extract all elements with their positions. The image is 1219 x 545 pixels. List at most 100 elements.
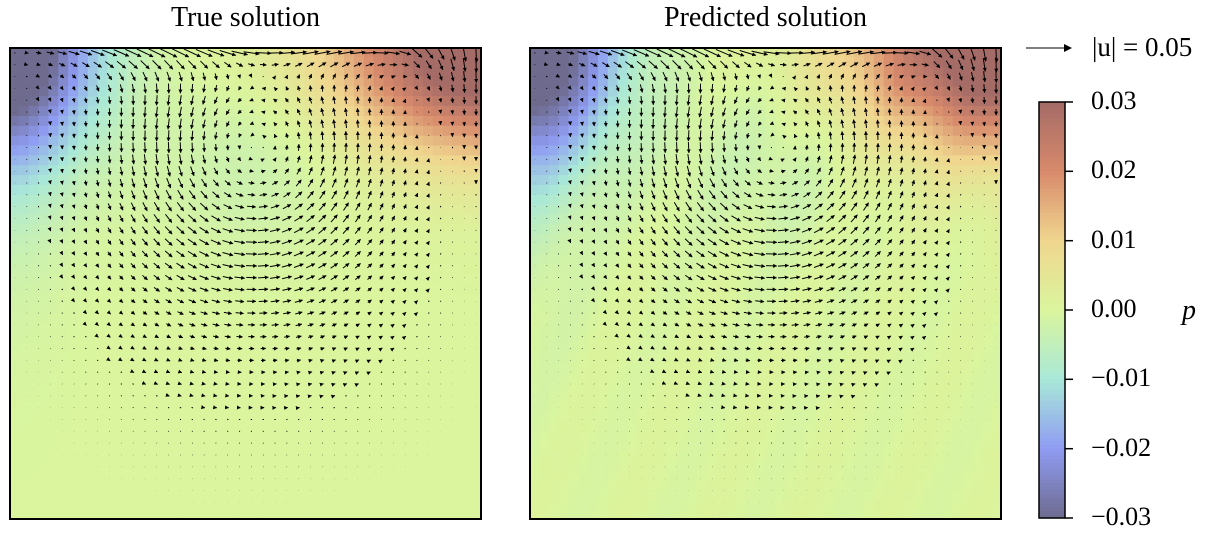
pressure-cell — [422, 490, 434, 501]
velocity-arrow — [320, 347, 325, 351]
pressure-cell — [225, 372, 237, 383]
pressure-cell — [442, 362, 454, 373]
pressure-cell — [962, 66, 974, 78]
pressure-cell — [68, 480, 79, 492]
pressure-cell — [186, 352, 197, 363]
pressure-cell — [903, 96, 914, 107]
pressure-cell — [442, 253, 454, 265]
pressure-cell — [107, 47, 118, 58]
pressure-cell — [324, 76, 335, 88]
pressure-cell — [403, 145, 414, 156]
pressure-cell — [568, 214, 579, 225]
velocity-arrow — [379, 251, 384, 257]
pressure-cell — [422, 352, 434, 363]
pressure-cell — [942, 135, 954, 147]
pressure-cell — [755, 214, 767, 225]
pressure-cell — [215, 194, 227, 206]
pressure-cell — [235, 135, 247, 147]
pressure-cell — [117, 184, 128, 196]
pressure-cell — [117, 155, 128, 166]
pressure-cell — [107, 204, 118, 216]
pressure-cell — [952, 184, 964, 196]
pressure-cell — [353, 56, 365, 68]
pressure-cell — [206, 96, 217, 107]
pressure-cell — [353, 451, 365, 462]
velocity-arrow — [96, 347, 99, 350]
pressure-cell — [275, 303, 286, 314]
pressure-cell — [9, 382, 20, 393]
pressure-cell — [607, 234, 619, 245]
pressure-cell — [146, 175, 158, 186]
pressure-cell — [166, 480, 178, 492]
velocity-arrow — [188, 214, 197, 223]
pressure-cell — [334, 313, 345, 324]
pressure-cell — [883, 76, 895, 88]
pressure-cell — [196, 86, 207, 97]
pressure-cell — [48, 500, 59, 511]
pressure-cell — [607, 155, 619, 166]
velocity-arrow — [367, 263, 373, 269]
pressure-cell — [77, 244, 89, 255]
pressure-cell — [58, 313, 69, 324]
velocity-arrow — [402, 168, 407, 174]
pressure-cell — [686, 253, 698, 265]
pressure-cell — [775, 224, 786, 235]
pressure-cell — [97, 411, 109, 423]
pressure-cell — [363, 322, 375, 334]
pressure-cell — [215, 47, 227, 58]
velocity-arrow — [439, 241, 442, 243]
pressure-cell — [472, 441, 482, 452]
pressure-cell — [804, 115, 816, 127]
pressure-cell — [28, 214, 40, 225]
pressure-cell — [206, 490, 217, 501]
pressure-cell — [58, 411, 69, 423]
velocity-arrow — [177, 190, 184, 200]
pressure-cell — [18, 145, 30, 156]
pressure-cell — [77, 490, 89, 501]
pressure-cell — [186, 431, 197, 442]
pressure-cell — [275, 332, 286, 344]
velocity-arrow — [176, 287, 185, 292]
pressure-cell — [68, 313, 79, 324]
pressure-cell — [9, 490, 20, 501]
velocity-arrow — [222, 240, 234, 245]
pressure-cell — [18, 372, 30, 383]
pressure-cell — [324, 253, 335, 265]
pressure-cell — [166, 86, 178, 97]
pressure-cell — [255, 391, 266, 403]
velocity-arrow — [130, 214, 136, 223]
pressure-cell — [137, 431, 148, 442]
pressure-cell — [166, 47, 178, 58]
velocity-arrow — [222, 275, 234, 280]
velocity-arrow — [414, 216, 419, 222]
velocity-arrow — [355, 323, 360, 328]
pressure-cell — [28, 283, 40, 294]
velocity-arrow — [379, 275, 384, 280]
pressure-cell — [156, 470, 168, 482]
pressure-cell — [18, 204, 30, 216]
velocity-arrow — [189, 322, 196, 327]
pressure-cell — [962, 234, 974, 245]
pressure-cell — [127, 293, 138, 304]
pressure-cell — [452, 244, 463, 255]
pressure-cell — [324, 135, 335, 147]
pressure-cell — [206, 460, 217, 472]
velocity-arrow — [355, 335, 360, 340]
pressure-cell — [982, 234, 993, 245]
pressure-cell — [353, 332, 365, 344]
pressure-cell — [834, 135, 845, 147]
pressure-cell — [294, 66, 306, 78]
pressure-cell — [403, 234, 414, 245]
pressure-cell — [893, 106, 905, 117]
pressure-cell — [265, 431, 276, 442]
pressure-cell — [87, 401, 99, 413]
pressure-cell — [294, 234, 306, 245]
pressure-cell — [225, 401, 237, 413]
velocity-arrow — [260, 158, 265, 163]
pressure-cell — [462, 253, 473, 265]
pressure-cell — [538, 263, 550, 275]
velocity-arrow — [49, 264, 52, 267]
pressure-cell — [107, 421, 118, 432]
pressure-cell — [87, 47, 99, 58]
pressure-cell — [87, 480, 99, 492]
